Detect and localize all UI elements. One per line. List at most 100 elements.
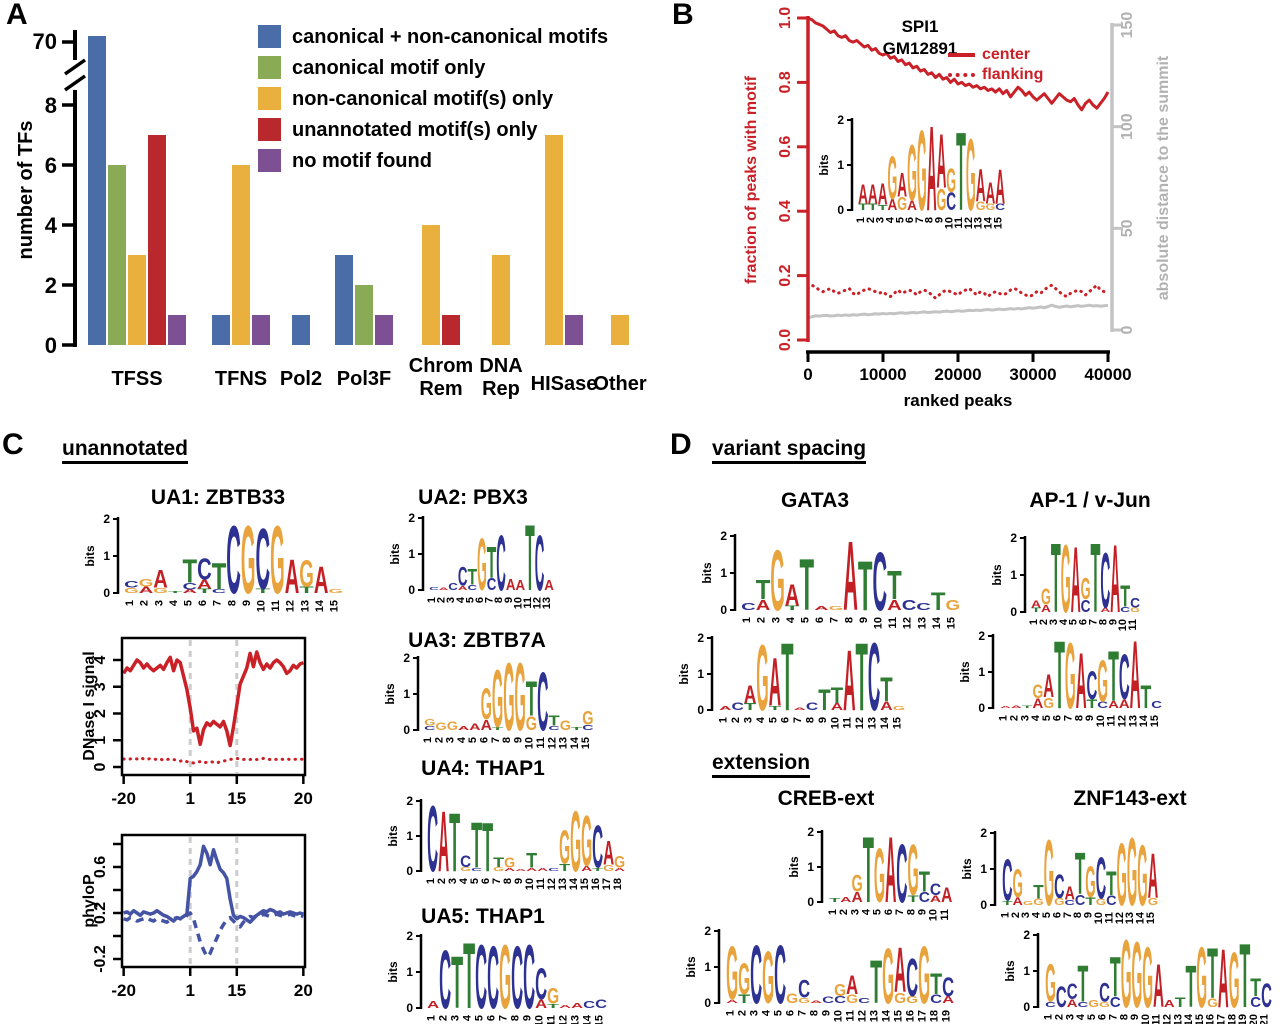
svg-text:G: G [547,985,559,1009]
svg-text:A: A [794,707,807,711]
svg-text:11: 11 [522,597,534,609]
svg-text:A: A [986,176,996,210]
svg-text:HISase: HISase [531,373,598,395]
legend-label: canonical + non-canonical motifs [292,25,609,48]
svg-text:C: C [916,601,931,612]
svg-text:C: C [896,827,907,920]
svg-text:T: T [1087,697,1098,711]
svg-text:A: A [1108,699,1119,710]
svg-text:3: 3 [445,597,457,603]
section-extension: extension [712,751,811,779]
svg-text:G: G [603,864,614,874]
svg-text:G: G [762,938,774,1020]
svg-text:13: 13 [1172,1014,1184,1024]
svg-text:11: 11 [939,909,951,921]
svg-text:5: 5 [1041,715,1053,721]
svg-text:G: G [481,679,492,729]
svg-text:T: T [1075,842,1085,908]
svg-text:6: 6 [883,909,895,915]
svg-text:G: G [1099,1001,1110,1009]
svg-text:G: G [526,712,537,735]
svg-text:8: 8 [502,878,514,884]
svg-text:A: A [976,160,986,212]
svg-text:A: A [1076,638,1087,726]
svg-text:12: 12 [532,597,544,609]
svg-text:G: G [1081,572,1091,606]
svg-text:8: 8 [905,909,917,915]
svg-text:T: T [482,809,493,887]
svg-text:T: T [1110,945,1121,1008]
svg-text:T: T [831,684,844,708]
svg-text:11: 11 [270,600,282,612]
legend-swatch-green [258,56,281,79]
svg-text:1: 1 [406,829,413,843]
svg-text:T: T [858,546,873,625]
spi1-legend: center flanking [948,45,1043,85]
svg-text:7: 7 [894,909,906,915]
svg-text:Pol3F: Pol3F [337,368,391,390]
svg-text:20: 20 [294,789,313,808]
svg-text:C: C [774,926,786,1021]
svg-text:10: 10 [943,217,955,229]
svg-text:bits: bits [684,956,698,978]
svg-text:C: C [902,597,917,614]
svg-text:15: 15 [593,1015,605,1024]
svg-text:A: A [1100,607,1110,614]
svg-text:A: A [941,882,952,907]
svg-text:C: C [460,853,471,871]
svg-text:1: 1 [718,717,730,723]
svg-text:4: 4 [861,908,873,915]
ua1-title: UA1: ZBTB33 [150,486,286,509]
svg-text:7: 7 [490,737,502,743]
svg-text:0: 0 [704,996,711,1010]
svg-text:A: A [197,578,212,591]
svg-text:21: 21 [1259,1014,1271,1024]
svg-text:0: 0 [697,703,704,717]
svg-text:1: 1 [980,862,987,876]
svg-text:1: 1 [1028,619,1040,625]
svg-text:G: G [874,832,885,918]
svg-text:G: G [1088,998,1099,1009]
svg-text:T: T [1250,975,1261,1002]
legend-item: unannotated motif(s) only [258,118,608,141]
svg-text:A: A [846,969,858,1000]
svg-text:C: C [1067,979,1078,1004]
legend-item: flanking [948,65,1043,85]
panel-b-label: B [672,0,694,31]
svg-text:C: C [548,867,560,872]
svg-text:50: 50 [1119,219,1136,237]
svg-text:9: 9 [1129,1014,1141,1020]
legend-item: non-canonical motif(s) only [258,87,608,110]
svg-text:bits: bits [960,858,974,880]
svg-text:2: 2 [437,1015,449,1021]
svg-text:G: G [1045,954,1056,1014]
svg-text:19: 19 [940,1010,952,1022]
bar-legend: canonical + non-canonical motifs canonic… [258,25,608,172]
solid-line-sample [948,53,975,57]
svg-text:1: 1 [185,981,194,1000]
svg-text:0.6: 0.6 [92,856,109,878]
svg-text:1: 1 [103,549,110,563]
svg-text:1: 1 [425,878,437,884]
svg-text:6: 6 [904,217,916,223]
svg-text:16: 16 [904,1010,916,1022]
svg-text:A: A [506,576,516,594]
svg-text:G: G [976,199,986,213]
svg-text:G: G [1132,923,1143,1024]
svg-text:4: 4 [785,616,797,623]
svg-text:5: 5 [467,737,479,743]
svg-text:G: G [882,934,894,1021]
svg-text:G: G [1117,827,1127,925]
svg-text:10: 10 [524,737,536,749]
svg-text:G: G [1229,937,1240,1024]
svg-text:1: 1 [704,960,711,974]
svg-text:A: A [810,1000,822,1004]
svg-text:T: T [463,924,475,1024]
svg-text:A: A [1031,600,1041,611]
svg-text:1: 1 [403,687,410,701]
svg-text:9: 9 [917,909,929,915]
svg-text:14: 14 [879,716,891,729]
svg-text:C: C [471,867,483,872]
svg-text:7: 7 [829,617,841,623]
